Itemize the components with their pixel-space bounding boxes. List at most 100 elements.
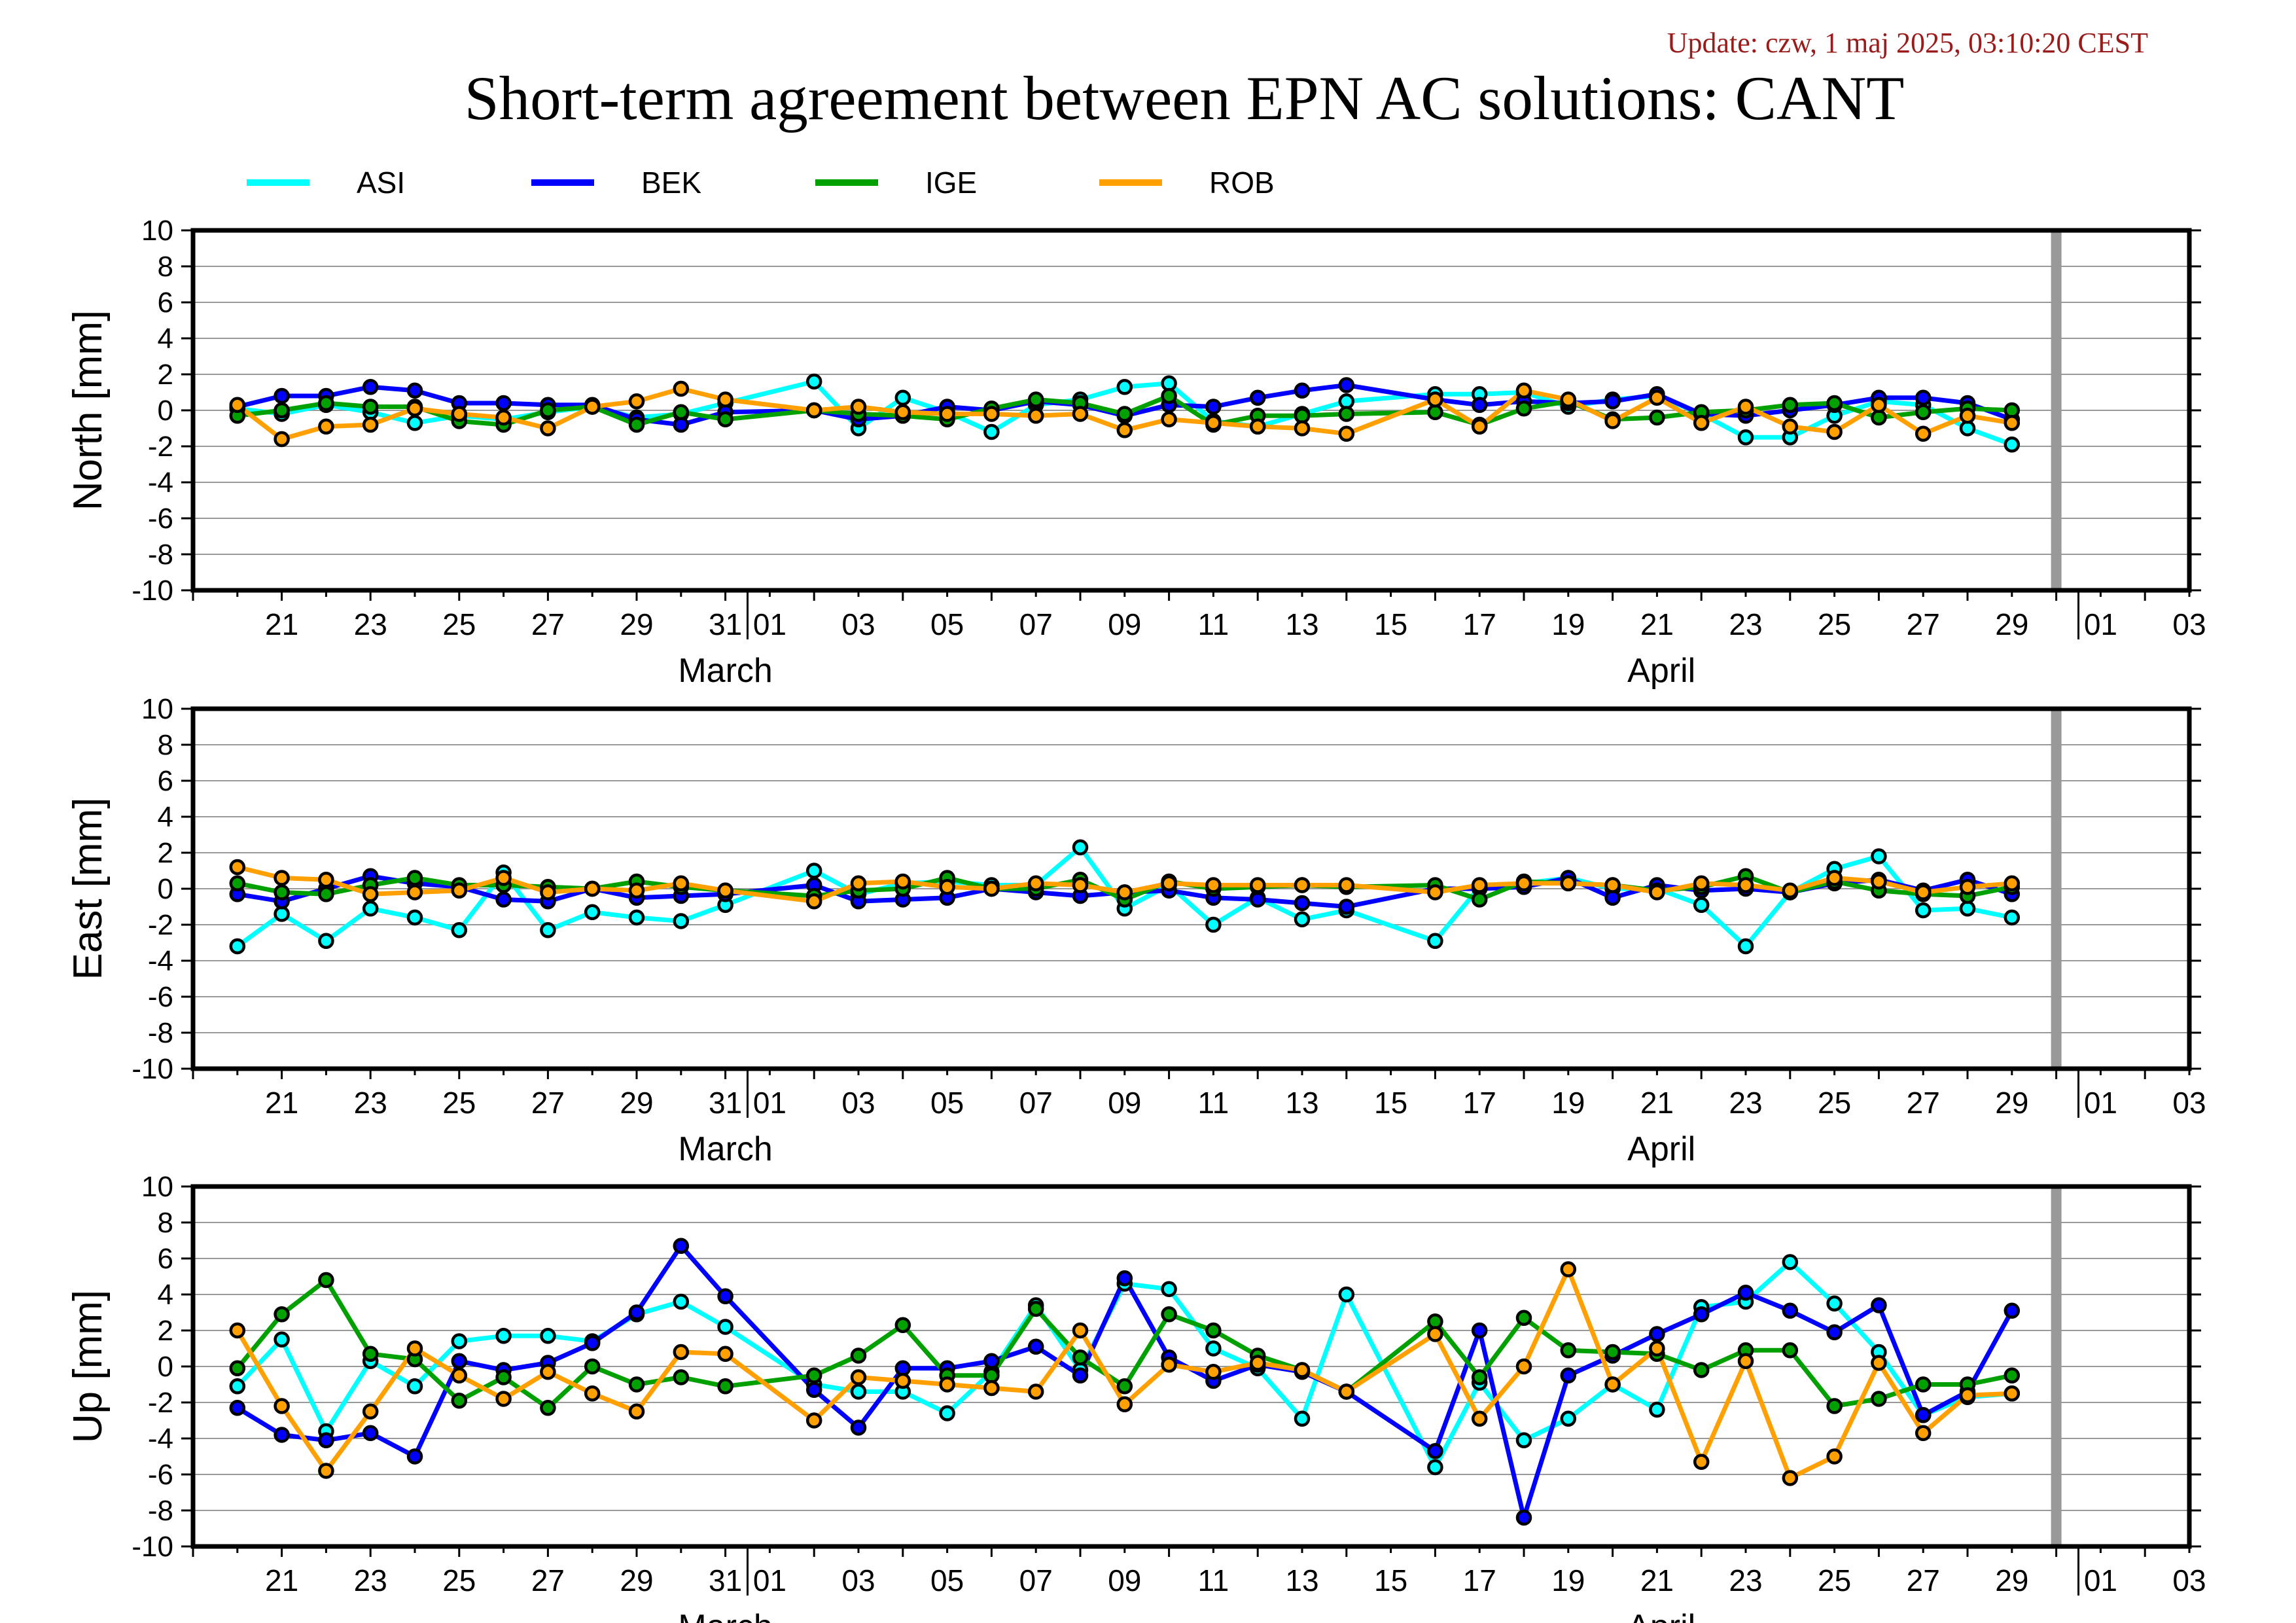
data-point-rob bbox=[1737, 1353, 1754, 1370]
x-tick-label: 27 bbox=[1907, 1563, 1940, 1597]
data-point-rob bbox=[274, 431, 290, 448]
data-point-ige bbox=[451, 1393, 468, 1409]
data-point-asi bbox=[495, 1328, 512, 1344]
x-tick-label: 07 bbox=[1019, 607, 1053, 641]
data-point-rob bbox=[1693, 415, 1710, 431]
data-point-ige bbox=[540, 402, 556, 419]
data-point-asi bbox=[2004, 909, 2021, 926]
data-point-rob bbox=[1959, 879, 1976, 895]
x-tick-label: 29 bbox=[620, 1086, 653, 1120]
x-tick-label: 31 bbox=[709, 1563, 742, 1597]
data-point-rob bbox=[1515, 875, 1532, 892]
data-point-ige bbox=[894, 1317, 911, 1334]
plot-frame bbox=[190, 1184, 2192, 1549]
legend-label-rob: ROB bbox=[1209, 166, 1275, 200]
data-point-rob bbox=[1782, 1470, 1799, 1486]
data-point-rob bbox=[1027, 875, 1044, 892]
data-point-ige bbox=[2004, 402, 2021, 419]
data-point-rob bbox=[717, 882, 733, 899]
x-tick-label: 17 bbox=[1463, 607, 1496, 641]
data-point-rob bbox=[939, 1376, 955, 1393]
y-tick-label: 10 bbox=[141, 693, 173, 725]
data-point-rob bbox=[850, 1369, 867, 1385]
x-tick-label: 31 bbox=[709, 607, 742, 641]
data-point-rob bbox=[406, 1340, 423, 1357]
data-point-rob bbox=[939, 406, 955, 422]
data-point-ige bbox=[406, 870, 423, 886]
data-point-asi bbox=[362, 901, 379, 917]
data-point-asi bbox=[1072, 839, 1089, 856]
data-point-ige bbox=[1027, 391, 1044, 408]
x-tick-label: 19 bbox=[1551, 1563, 1585, 1597]
data-point-rob bbox=[584, 399, 601, 415]
x-tick-label: 27 bbox=[531, 607, 565, 641]
data-point-ige bbox=[362, 399, 379, 415]
data-point-rob bbox=[1782, 882, 1799, 899]
data-point-rob bbox=[894, 404, 911, 421]
data-point-ige bbox=[274, 884, 290, 901]
data-point-asi bbox=[540, 1328, 556, 1344]
y-tick-label: -4 bbox=[148, 945, 173, 977]
data-point-rob bbox=[1427, 884, 1443, 901]
data-point-ige bbox=[1471, 891, 1488, 908]
data-point-bek bbox=[1649, 1326, 1665, 1342]
x-tick-label: 03 bbox=[841, 607, 875, 641]
data-point-asi bbox=[451, 1333, 468, 1349]
data-point-bek bbox=[1116, 1270, 1133, 1287]
x-tick-label: 23 bbox=[354, 1563, 387, 1597]
y-tick-label: 2 bbox=[158, 837, 173, 869]
data-point-rob bbox=[584, 880, 601, 897]
data-point-asi bbox=[1161, 1281, 1177, 1298]
data-point-bek bbox=[1871, 1297, 1887, 1313]
data-point-asi bbox=[894, 389, 911, 406]
x-tick-label: 31 bbox=[709, 1086, 742, 1120]
data-point-bek bbox=[451, 1353, 468, 1370]
data-point-rob bbox=[1604, 877, 1621, 893]
x-tick-label: 25 bbox=[1818, 607, 1851, 641]
x-tick-label: 29 bbox=[1995, 607, 2028, 641]
data-point-rob bbox=[1515, 1358, 1532, 1375]
data-point-rob bbox=[1737, 399, 1754, 415]
y-tick-label: -8 bbox=[148, 539, 173, 571]
data-point-rob bbox=[2004, 875, 2021, 892]
plot-frame bbox=[190, 228, 2192, 593]
data-point-bek bbox=[1915, 389, 1932, 406]
data-point-ige bbox=[2004, 1367, 2021, 1384]
x-tick-label: 23 bbox=[354, 1086, 387, 1120]
y-tick-label: 10 bbox=[141, 215, 173, 247]
x-tick-label: 03 bbox=[2172, 1086, 2206, 1120]
data-point-rob bbox=[1826, 870, 1843, 886]
data-point-asi bbox=[1427, 1459, 1443, 1476]
data-point-rob bbox=[1871, 873, 1887, 890]
y-tick-label: 10 bbox=[141, 1171, 173, 1203]
data-point-bek bbox=[1294, 382, 1311, 399]
data-point-rob bbox=[805, 1412, 822, 1429]
x-tick-label: 07 bbox=[1019, 1563, 1053, 1597]
data-point-ige bbox=[1072, 1349, 1089, 1366]
data-point-bek bbox=[805, 1382, 822, 1399]
data-point-rob bbox=[229, 397, 246, 414]
data-point-asi bbox=[1116, 379, 1133, 395]
data-point-asi bbox=[1560, 1410, 1577, 1427]
data-point-rob bbox=[318, 418, 334, 435]
data-point-ige bbox=[362, 1346, 379, 1363]
legend-label-asi: ASI bbox=[357, 166, 405, 200]
data-point-bek bbox=[229, 1400, 246, 1416]
data-point-rob bbox=[1161, 411, 1177, 428]
y-tick-label: 0 bbox=[158, 1351, 173, 1383]
data-point-rob bbox=[1693, 875, 1710, 892]
data-point-ige bbox=[1560, 1342, 1577, 1359]
x-tick-label: 01 bbox=[753, 1086, 786, 1120]
data-point-rob bbox=[1471, 1410, 1488, 1427]
data-point-bek bbox=[318, 1432, 334, 1449]
data-point-rob bbox=[1959, 1387, 1976, 1404]
data-point-asi bbox=[406, 909, 423, 926]
data-point-bek bbox=[274, 387, 290, 404]
data-point-ige bbox=[1116, 1378, 1133, 1395]
data-point-rob bbox=[1161, 1357, 1177, 1373]
data-point-asi bbox=[1737, 429, 1754, 446]
data-point-rob bbox=[2004, 1385, 2021, 1402]
data-point-rob bbox=[628, 882, 645, 899]
data-point-rob bbox=[540, 884, 556, 901]
x-tick-label: 29 bbox=[1995, 1086, 2028, 1120]
